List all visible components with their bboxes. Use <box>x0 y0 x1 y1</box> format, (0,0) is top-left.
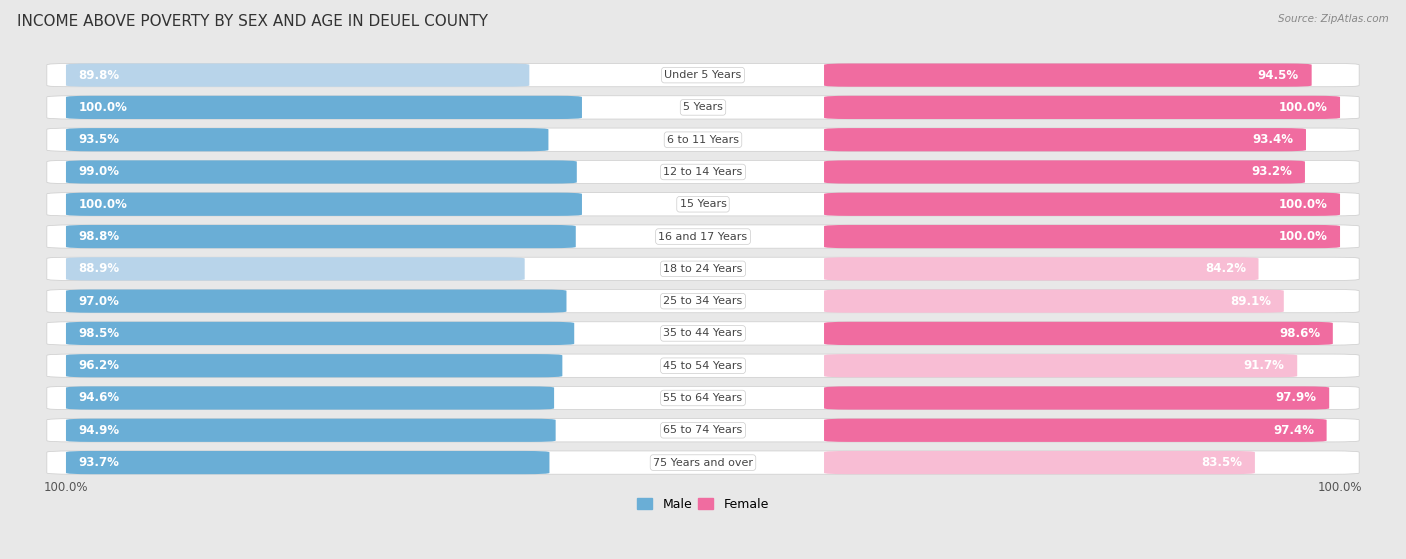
Text: 100.0%: 100.0% <box>1278 230 1327 243</box>
FancyBboxPatch shape <box>46 419 1360 442</box>
Text: 93.4%: 93.4% <box>1253 133 1294 146</box>
FancyBboxPatch shape <box>824 290 1284 312</box>
Text: 83.5%: 83.5% <box>1201 456 1241 469</box>
FancyBboxPatch shape <box>46 193 1360 216</box>
FancyBboxPatch shape <box>824 64 1312 87</box>
FancyBboxPatch shape <box>66 451 550 474</box>
Text: 94.6%: 94.6% <box>79 391 120 405</box>
Text: 100.0%: 100.0% <box>1278 101 1327 114</box>
Text: 75 Years and over: 75 Years and over <box>652 458 754 467</box>
Text: 5 Years: 5 Years <box>683 102 723 112</box>
FancyBboxPatch shape <box>46 322 1360 345</box>
FancyBboxPatch shape <box>824 128 1306 151</box>
FancyBboxPatch shape <box>46 354 1360 377</box>
Text: 35 to 44 Years: 35 to 44 Years <box>664 329 742 338</box>
Text: 97.0%: 97.0% <box>79 295 120 307</box>
FancyBboxPatch shape <box>824 160 1305 183</box>
FancyBboxPatch shape <box>824 386 1329 410</box>
Text: 98.8%: 98.8% <box>79 230 120 243</box>
FancyBboxPatch shape <box>66 193 582 216</box>
FancyBboxPatch shape <box>66 386 554 410</box>
Text: 100.0%: 100.0% <box>79 101 128 114</box>
Text: 25 to 34 Years: 25 to 34 Years <box>664 296 742 306</box>
FancyBboxPatch shape <box>46 128 1360 151</box>
Text: 55 to 64 Years: 55 to 64 Years <box>664 393 742 403</box>
Legend: Male, Female: Male, Female <box>633 493 773 516</box>
FancyBboxPatch shape <box>46 386 1360 410</box>
FancyBboxPatch shape <box>824 354 1298 377</box>
Text: 97.9%: 97.9% <box>1275 391 1316 405</box>
Text: 100.0%: 100.0% <box>79 198 128 211</box>
Text: 100.0%: 100.0% <box>1317 481 1362 494</box>
Text: 99.0%: 99.0% <box>79 165 120 178</box>
FancyBboxPatch shape <box>66 322 574 345</box>
Text: 93.2%: 93.2% <box>1251 165 1292 178</box>
Text: INCOME ABOVE POVERTY BY SEX AND AGE IN DEUEL COUNTY: INCOME ABOVE POVERTY BY SEX AND AGE IN D… <box>17 14 488 29</box>
FancyBboxPatch shape <box>46 96 1360 119</box>
Text: 16 and 17 Years: 16 and 17 Years <box>658 231 748 241</box>
Text: 88.9%: 88.9% <box>79 262 120 276</box>
Text: 93.7%: 93.7% <box>79 456 120 469</box>
Text: 89.1%: 89.1% <box>1230 295 1271 307</box>
FancyBboxPatch shape <box>66 160 576 183</box>
Text: 89.8%: 89.8% <box>79 69 120 82</box>
FancyBboxPatch shape <box>824 419 1327 442</box>
Text: 98.6%: 98.6% <box>1279 327 1320 340</box>
Text: 6 to 11 Years: 6 to 11 Years <box>666 135 740 145</box>
FancyBboxPatch shape <box>46 257 1360 281</box>
FancyBboxPatch shape <box>46 160 1360 183</box>
Text: 91.7%: 91.7% <box>1243 359 1285 372</box>
FancyBboxPatch shape <box>66 354 562 377</box>
Text: 12 to 14 Years: 12 to 14 Years <box>664 167 742 177</box>
Text: Under 5 Years: Under 5 Years <box>665 70 741 80</box>
Text: 96.2%: 96.2% <box>79 359 120 372</box>
FancyBboxPatch shape <box>824 96 1340 119</box>
FancyBboxPatch shape <box>46 451 1360 474</box>
Text: 97.4%: 97.4% <box>1272 424 1313 437</box>
FancyBboxPatch shape <box>66 290 567 312</box>
FancyBboxPatch shape <box>824 257 1258 281</box>
FancyBboxPatch shape <box>824 225 1340 248</box>
Text: 100.0%: 100.0% <box>1278 198 1327 211</box>
Text: 94.5%: 94.5% <box>1258 69 1299 82</box>
Text: 100.0%: 100.0% <box>44 481 89 494</box>
FancyBboxPatch shape <box>824 193 1340 216</box>
Text: 98.5%: 98.5% <box>79 327 120 340</box>
Text: 18 to 24 Years: 18 to 24 Years <box>664 264 742 274</box>
FancyBboxPatch shape <box>824 451 1256 474</box>
FancyBboxPatch shape <box>46 290 1360 312</box>
FancyBboxPatch shape <box>46 64 1360 87</box>
Text: 65 to 74 Years: 65 to 74 Years <box>664 425 742 435</box>
FancyBboxPatch shape <box>46 225 1360 248</box>
Text: 94.9%: 94.9% <box>79 424 120 437</box>
Text: 84.2%: 84.2% <box>1205 262 1246 276</box>
FancyBboxPatch shape <box>66 225 576 248</box>
Text: 15 Years: 15 Years <box>679 199 727 209</box>
FancyBboxPatch shape <box>66 257 524 281</box>
FancyBboxPatch shape <box>66 419 555 442</box>
Text: 45 to 54 Years: 45 to 54 Years <box>664 361 742 371</box>
Text: 93.5%: 93.5% <box>79 133 120 146</box>
FancyBboxPatch shape <box>66 96 582 119</box>
FancyBboxPatch shape <box>66 128 548 151</box>
Text: Source: ZipAtlas.com: Source: ZipAtlas.com <box>1278 14 1389 24</box>
FancyBboxPatch shape <box>824 322 1333 345</box>
FancyBboxPatch shape <box>66 64 529 87</box>
